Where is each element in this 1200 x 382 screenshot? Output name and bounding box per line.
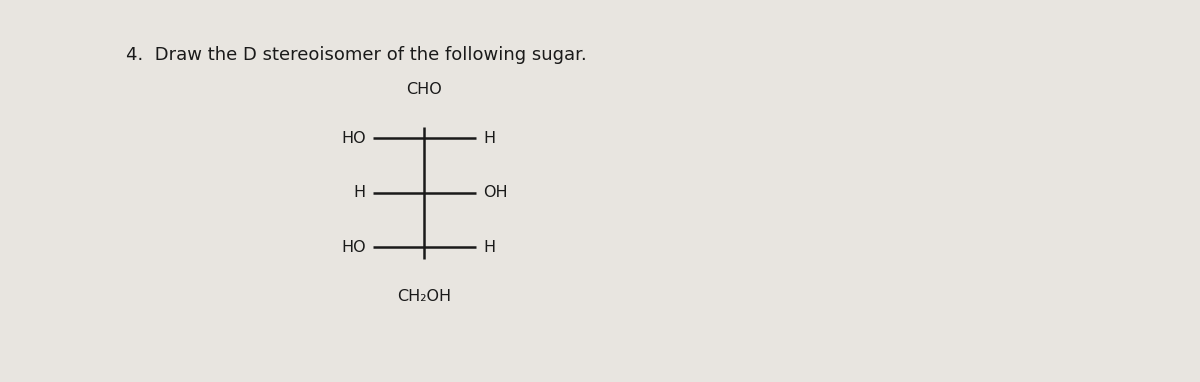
Text: H: H <box>354 185 366 201</box>
Text: CH₂OH: CH₂OH <box>397 288 451 304</box>
Text: 4.  Draw the D stereoisomer of the following sugar.: 4. Draw the D stereoisomer of the follow… <box>126 46 587 64</box>
Text: HO: HO <box>341 240 366 255</box>
Text: OH: OH <box>482 185 508 201</box>
Text: H: H <box>482 240 496 255</box>
Text: HO: HO <box>341 131 366 146</box>
Text: CHO: CHO <box>407 82 443 97</box>
Text: H: H <box>482 131 496 146</box>
